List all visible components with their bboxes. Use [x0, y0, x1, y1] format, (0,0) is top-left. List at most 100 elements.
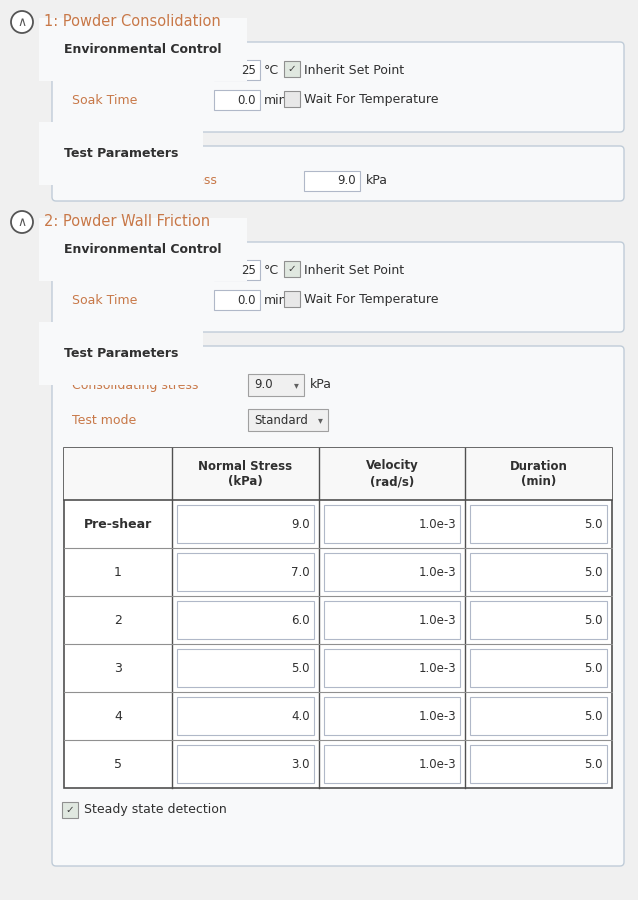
Bar: [177, 697, 314, 735]
Bar: [248, 374, 304, 396]
Bar: [64, 448, 612, 788]
Text: Steady state detection: Steady state detection: [84, 804, 226, 816]
Text: ▾: ▾: [318, 415, 322, 425]
Text: 25: 25: [241, 264, 256, 276]
Text: Environmental Control: Environmental Control: [64, 243, 221, 256]
Bar: [304, 171, 360, 191]
Text: 4.0: 4.0: [291, 709, 309, 723]
Bar: [214, 290, 260, 310]
Text: 5.0: 5.0: [291, 662, 309, 674]
Text: Soak Time: Soak Time: [72, 94, 137, 106]
Text: 7.0: 7.0: [291, 565, 309, 579]
Bar: [177, 649, 314, 687]
Text: 25: 25: [241, 64, 256, 76]
Bar: [470, 745, 607, 783]
Text: 6.0: 6.0: [291, 614, 309, 626]
FancyBboxPatch shape: [52, 242, 624, 332]
Circle shape: [11, 211, 33, 233]
Text: 0.0: 0.0: [237, 293, 256, 307]
Bar: [323, 697, 461, 735]
Bar: [470, 553, 607, 591]
Bar: [248, 409, 328, 431]
Text: 2: 2: [114, 614, 122, 626]
Text: 1.0e-3: 1.0e-3: [419, 565, 456, 579]
Text: 4: 4: [114, 709, 122, 723]
Text: ✓: ✓: [288, 264, 297, 274]
Bar: [177, 553, 314, 591]
Text: kPa: kPa: [366, 175, 388, 187]
Text: 9.0: 9.0: [291, 518, 309, 530]
Bar: [323, 601, 461, 639]
Text: Normal Stress
(kPa): Normal Stress (kPa): [198, 460, 292, 489]
Text: min: min: [264, 293, 288, 307]
Bar: [470, 601, 607, 639]
Text: 5: 5: [114, 758, 122, 770]
Text: 9.0: 9.0: [338, 175, 356, 187]
Text: min: min: [264, 94, 288, 106]
Bar: [214, 60, 260, 80]
Text: °C: °C: [264, 64, 279, 76]
Bar: [177, 505, 314, 543]
Text: Temperature: Temperature: [72, 64, 151, 76]
Text: Wait For Temperature: Wait For Temperature: [304, 293, 438, 307]
Text: Standard: Standard: [254, 413, 308, 427]
Text: Inherit Set Point: Inherit Set Point: [304, 264, 404, 276]
Text: Duration
(min): Duration (min): [510, 460, 568, 489]
Text: Inherit Set Point: Inherit Set Point: [304, 64, 404, 76]
Bar: [470, 649, 607, 687]
Text: ✓: ✓: [288, 64, 297, 74]
Text: Test mode: Test mode: [72, 413, 137, 427]
Text: Soak Time: Soak Time: [72, 293, 137, 307]
Text: kPa: kPa: [310, 379, 332, 392]
Bar: [323, 745, 461, 783]
Bar: [284, 61, 300, 77]
Text: ∧: ∧: [17, 16, 27, 29]
Text: 1.0e-3: 1.0e-3: [419, 758, 456, 770]
Circle shape: [11, 11, 33, 33]
Text: 5.0: 5.0: [584, 709, 603, 723]
Text: Pre-shear: Pre-shear: [84, 518, 152, 530]
Bar: [284, 261, 300, 277]
Text: Velocity
(rad/s): Velocity (rad/s): [366, 460, 419, 489]
Text: 5.0: 5.0: [584, 662, 603, 674]
Text: 0.0: 0.0: [237, 94, 256, 106]
FancyBboxPatch shape: [52, 146, 624, 201]
Text: 3.0: 3.0: [291, 758, 309, 770]
Text: ∧: ∧: [17, 216, 27, 229]
Text: 1.0e-3: 1.0e-3: [419, 709, 456, 723]
Text: 5.0: 5.0: [584, 518, 603, 530]
Bar: [284, 91, 300, 107]
Text: 5.0: 5.0: [584, 614, 603, 626]
Text: 1.0e-3: 1.0e-3: [419, 614, 456, 626]
Bar: [177, 601, 314, 639]
Text: Consolidating stress: Consolidating stress: [72, 379, 198, 392]
Text: 9.0: 9.0: [254, 379, 272, 392]
Bar: [214, 90, 260, 110]
Text: 1: 1: [114, 565, 122, 579]
Text: ✓: ✓: [66, 805, 75, 815]
Text: ▾: ▾: [293, 380, 299, 390]
Text: Environmental Control: Environmental Control: [64, 43, 221, 56]
Text: 1.0e-3: 1.0e-3: [419, 662, 456, 674]
Text: Test Parameters: Test Parameters: [64, 347, 179, 360]
Text: Temperature: Temperature: [72, 264, 151, 276]
Text: 3: 3: [114, 662, 122, 674]
Text: 1.0e-3: 1.0e-3: [419, 518, 456, 530]
Text: 1: Powder Consolidation: 1: Powder Consolidation: [44, 14, 221, 30]
Text: Constant normal stress: Constant normal stress: [72, 175, 217, 187]
Bar: [64, 448, 612, 500]
Text: °C: °C: [264, 264, 279, 276]
Bar: [62, 802, 78, 818]
Bar: [323, 649, 461, 687]
Text: Test Parameters: Test Parameters: [64, 147, 179, 160]
Text: 5.0: 5.0: [584, 758, 603, 770]
Bar: [470, 697, 607, 735]
FancyBboxPatch shape: [52, 42, 624, 132]
Bar: [323, 505, 461, 543]
Text: 5.0: 5.0: [584, 565, 603, 579]
Text: Wait For Temperature: Wait For Temperature: [304, 94, 438, 106]
Bar: [470, 505, 607, 543]
Bar: [177, 745, 314, 783]
Bar: [214, 260, 260, 280]
FancyBboxPatch shape: [52, 346, 624, 866]
